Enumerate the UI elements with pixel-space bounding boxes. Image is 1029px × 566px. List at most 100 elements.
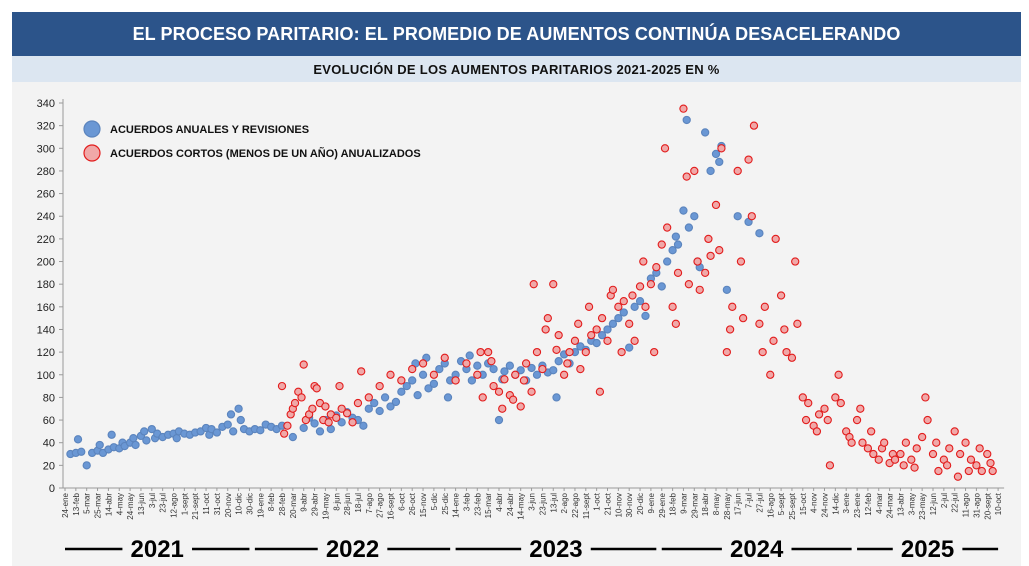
point-acuerdos-cortos [899, 461, 908, 470]
point-acuerdos-anuales [212, 428, 222, 437]
x-tick-label: 29-ene [658, 492, 667, 517]
point-acuerdos-cortos [880, 438, 889, 447]
point-acuerdos-cortos [559, 370, 569, 379]
point-acuerdos-anuales [630, 302, 639, 311]
x-tick-label: 16-sept [387, 492, 396, 519]
point-acuerdos-cortos [901, 438, 911, 447]
point-acuerdos-cortos [874, 455, 883, 464]
point-acuerdos-cortos [725, 325, 735, 334]
point-acuerdos-anuales [315, 427, 325, 436]
point-acuerdos-cortos [498, 404, 507, 413]
point-acuerdos-cortos [733, 166, 742, 176]
x-tick-label: 30-dic [245, 493, 254, 515]
point-acuerdos-cortos [825, 461, 835, 470]
point-acuerdos-cortos [617, 347, 626, 357]
point-acuerdos-anuales [516, 366, 525, 375]
point-acuerdos-cortos [760, 302, 769, 311]
x-tick-label: 24-mar [886, 493, 895, 519]
y-tick-label: 140 [37, 324, 55, 336]
point-acuerdos-anuales [467, 376, 477, 385]
point-acuerdos-anuales [549, 366, 558, 375]
point-acuerdos-cortos [972, 461, 981, 470]
x-tick-label: 12-ago [170, 492, 179, 517]
point-acuerdos-cortos [706, 251, 715, 261]
point-acuerdos-cortos [630, 336, 639, 345]
x-tick-label: 10-dic [235, 493, 244, 515]
point-acuerdos-cortos [549, 280, 558, 289]
point-acuerdos-anuales [299, 423, 308, 433]
x-tick-label: 8-jun [332, 493, 341, 511]
point-acuerdos-cortos [758, 347, 767, 357]
point-acuerdos-anuales [682, 115, 691, 125]
point-acuerdos-anuales [129, 434, 138, 443]
point-acuerdos-cortos [961, 438, 970, 447]
x-tick-label: 4-nov [810, 493, 819, 513]
x-tick-label: 25-mar [94, 493, 103, 519]
point-acuerdos-cortos [804, 398, 813, 408]
y-tick-label: 80 [43, 392, 55, 404]
point-acuerdos-anuales [494, 415, 504, 425]
x-tick-label: 14-abr [104, 493, 113, 516]
x-tick-label: 11-oct [202, 492, 211, 514]
point-acuerdos-cortos [308, 404, 317, 413]
point-acuerdos-cortos [717, 144, 726, 153]
x-tick-label: 13-jul [549, 493, 558, 513]
point-acuerdos-cortos [353, 398, 363, 408]
point-acuerdos-cortos [576, 364, 585, 374]
x-tick-label: 2-ago [560, 492, 569, 513]
point-acuerdos-cortos [299, 360, 308, 369]
point-acuerdos-cortos [508, 395, 518, 404]
point-acuerdos-cortos [867, 427, 876, 436]
x-tick-label: 20-mar [289, 493, 298, 519]
point-acuerdos-anuales [554, 357, 563, 366]
point-acuerdos-cortos [335, 381, 344, 391]
y-tick-label: 60 [43, 415, 55, 427]
point-acuerdos-cortos [771, 234, 780, 244]
point-acuerdos-cortos [625, 319, 634, 328]
point-acuerdos-cortos [516, 402, 525, 411]
point-acuerdos-cortos [728, 302, 737, 311]
x-tick-label: 14-ene [452, 492, 461, 517]
point-acuerdos-cortos [290, 398, 300, 408]
point-acuerdos-cortos [715, 246, 724, 255]
y-tick-label: 260 [37, 189, 55, 201]
point-acuerdos-anuales [489, 364, 498, 374]
x-tick-label: 3-feb [462, 492, 471, 511]
point-acuerdos-cortos [966, 455, 976, 464]
point-acuerdos-cortos [529, 280, 538, 289]
point-acuerdos-anuales [424, 384, 433, 393]
point-acuerdos-anuales [663, 257, 672, 266]
legend: ACUERDOS ANUALES Y REVISIONES ACUERDOS CO… [83, 120, 421, 162]
point-acuerdos-cortos [738, 313, 748, 323]
point-acuerdos-anuales [172, 434, 181, 443]
point-acuerdos-anuales [635, 297, 645, 306]
x-tick-label: 11-ago [962, 492, 971, 517]
point-acuerdos-anuales [310, 419, 319, 428]
y-tick-label: 120 [37, 347, 55, 359]
x-tick-label: 24-ene [61, 492, 70, 517]
x-tick-label: 4-mar [875, 493, 884, 514]
x-tick-label: 7-jul [745, 493, 754, 508]
x-tick-label: 23-may [918, 493, 927, 520]
point-acuerdos-cortos [693, 257, 702, 266]
point-acuerdos-anuales [443, 393, 453, 402]
point-acuerdos-cortos [896, 449, 905, 459]
point-acuerdos-cortos [769, 336, 778, 345]
point-acuerdos-anuales [288, 432, 297, 442]
point-acuerdos-cortos [847, 438, 856, 447]
point-acuerdos-cortos [297, 393, 306, 402]
point-acuerdos-cortos [597, 313, 607, 323]
point-acuerdos-cortos [283, 421, 292, 430]
point-acuerdos-cortos [357, 367, 366, 376]
point-acuerdos-cortos [755, 319, 764, 328]
point-acuerdos-anuales [77, 447, 86, 456]
x-tick-label: 18-feb [669, 492, 678, 515]
x-tick-label: 2-jul [940, 493, 949, 508]
x-tick-label: 27-jul [755, 493, 764, 513]
point-acuerdos-cortos [552, 345, 561, 355]
point-acuerdos-anuales [435, 364, 444, 374]
year-label: 2024 [730, 536, 784, 563]
point-acuerdos-cortos [519, 376, 529, 385]
point-acuerdos-anuales [408, 376, 417, 385]
x-tick-label: 8-may [712, 493, 721, 515]
